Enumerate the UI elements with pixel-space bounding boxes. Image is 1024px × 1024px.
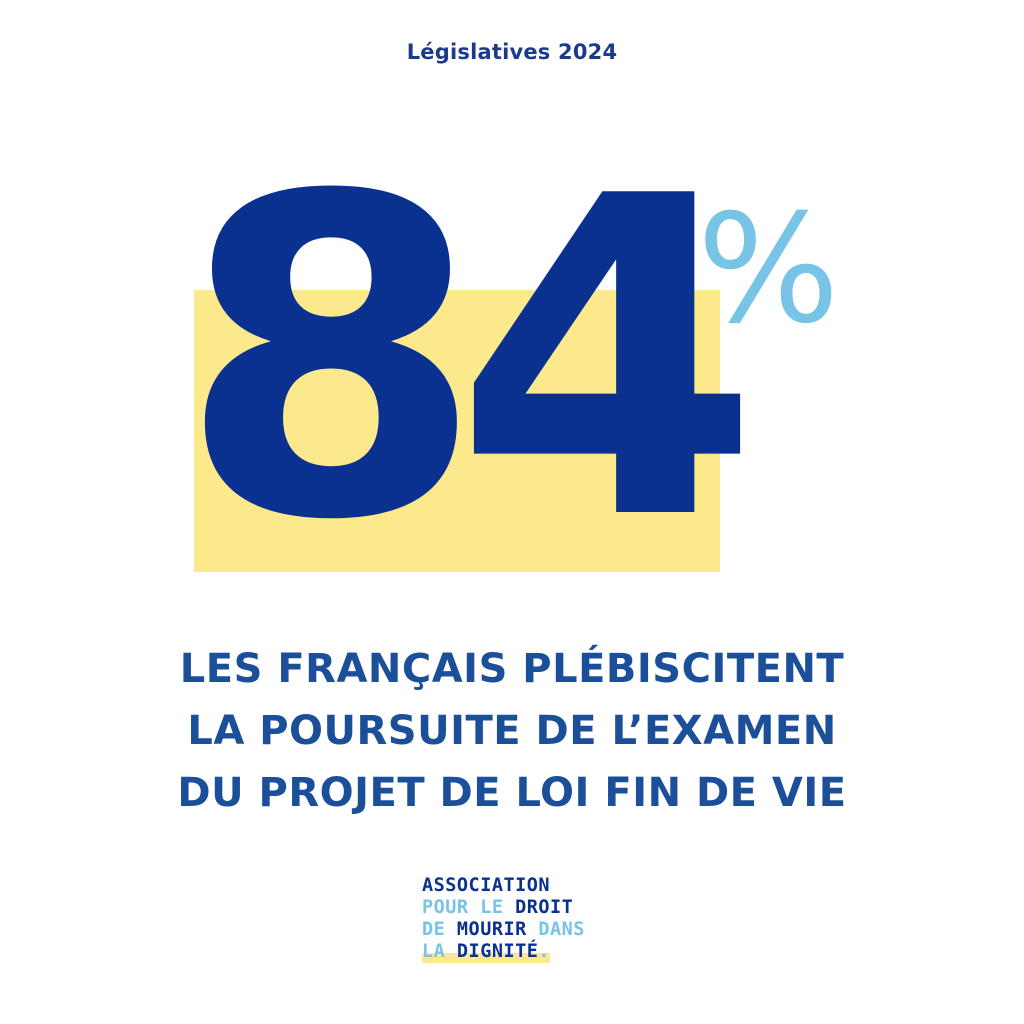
logo-line-3: DE MOURIR DANS: [422, 919, 642, 941]
stat-value: 84: [178, 104, 760, 616]
logo-word-dignite: DIGNITÉ: [456, 941, 539, 962]
logo-line-4: LA DIGNITÉ.: [422, 941, 642, 963]
logo-last-line-highlight: LA DIGNITÉ.: [422, 941, 551, 963]
highlight-block: [194, 290, 720, 572]
logo-dot: .: [538, 941, 551, 962]
logo-word-droit: DROIT: [515, 897, 574, 918]
logo-word-mourir: MOURIR: [456, 919, 539, 940]
logo-word-la: LA: [422, 941, 457, 962]
headline: LES FRANÇAIS PLÉBISCITENT LA POURSUITE D…: [100, 638, 924, 824]
logo-line-2: POUR LE DROIT: [422, 897, 642, 919]
headline-line-3: DU PROJET DE LOI FIN DE VIE: [177, 770, 847, 816]
association-logo: ASSOCIATION POUR LE DROIT DE MOURIR DANS…: [422, 875, 642, 963]
kicker-title: Législatives 2024: [406, 40, 618, 64]
percent-sign: %: [697, 183, 840, 357]
logo-word-association: ASSOCIATION: [422, 875, 551, 896]
logo-line-1: ASSOCIATION: [422, 875, 642, 897]
headline-line-2: LA POURSUITE DE L’EXAMEN: [187, 708, 837, 754]
logo-word-de: DE: [422, 919, 457, 940]
logo-words-pour-le: POUR LE: [422, 897, 516, 918]
logo-word-dans: DANS: [538, 919, 585, 940]
headline-line-1: LES FRANÇAIS PLÉBISCITENT: [179, 646, 845, 692]
